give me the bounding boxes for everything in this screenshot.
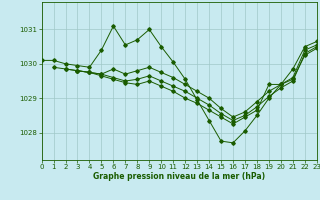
X-axis label: Graphe pression niveau de la mer (hPa): Graphe pression niveau de la mer (hPa) bbox=[93, 172, 265, 181]
